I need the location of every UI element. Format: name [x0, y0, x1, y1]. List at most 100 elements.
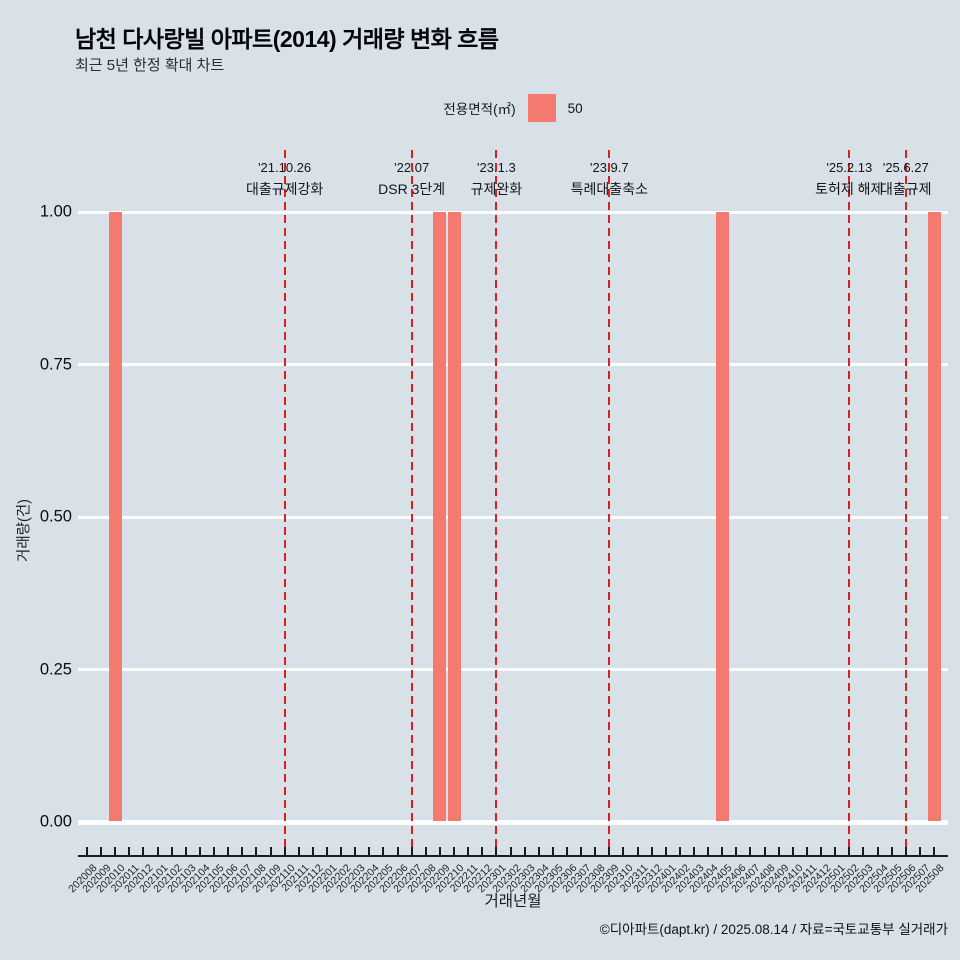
x-tick — [481, 847, 484, 855]
x-tick — [608, 847, 611, 855]
x-tick — [594, 847, 597, 855]
x-tick — [848, 847, 851, 855]
annotation-label: 특례대출축소 — [570, 181, 648, 197]
page-subtitle: 최근 5년 한정 확대 차트 — [75, 57, 225, 74]
x-tick — [396, 847, 399, 855]
x-tick — [622, 847, 625, 855]
x-tick — [142, 847, 145, 855]
annotation-label: DSR 3단계 — [378, 181, 446, 197]
legend-title: 전용면적(㎡) — [443, 102, 516, 117]
annotation-date: '25.2.13 — [826, 160, 873, 175]
x-tick — [325, 847, 328, 855]
x-tick — [382, 847, 385, 855]
x-tick — [551, 847, 554, 855]
x-tick — [255, 847, 258, 855]
x-axis-line — [78, 855, 948, 857]
x-tick — [438, 847, 441, 855]
x-tick — [834, 847, 837, 855]
annotation-line-202207 — [410, 150, 413, 855]
x-tick — [156, 847, 159, 855]
x-tick — [340, 847, 343, 855]
bar-202209 — [433, 212, 447, 821]
annotation-line-202506 — [904, 150, 907, 855]
x-tick — [467, 847, 470, 855]
x-tick — [664, 847, 667, 855]
annotation-line-202110 — [283, 150, 286, 855]
x-tick — [368, 847, 371, 855]
x-tick — [735, 847, 738, 855]
x-tick — [523, 847, 526, 855]
x-tick — [128, 847, 131, 855]
x-tick — [297, 847, 300, 855]
y-tick-label: 0.50 — [39, 507, 72, 526]
annotation-date: '21.10.26 — [258, 160, 312, 175]
y-tick-label: 0.00 — [39, 812, 72, 831]
x-tick — [495, 847, 498, 855]
annotation-label: 토허제 해제 — [815, 181, 884, 197]
annotation-label: 대출규제강화 — [245, 181, 324, 197]
x-tick — [721, 847, 724, 855]
x-tick — [241, 847, 244, 855]
x-tick — [580, 847, 583, 855]
x-tick — [170, 847, 173, 855]
y-tick-label: 0.25 — [39, 660, 72, 678]
bar-202405 — [715, 212, 729, 821]
x-tick — [354, 847, 357, 855]
footer-credit: ©디아파트(dapt.kr) / 2025.08.14 / 자료=국토교통부 실… — [599, 922, 948, 937]
x-tick — [933, 847, 935, 855]
x-tick — [424, 847, 427, 855]
x-tick — [749, 847, 752, 855]
gridline-y-0.00 — [78, 819, 948, 825]
x-tick — [100, 847, 103, 855]
gridline-y-0.25 — [78, 668, 948, 671]
x-tick — [509, 847, 512, 855]
page-title: 남천 다사랑빌 아파트(2014) 거래량 변화 흐름 — [75, 26, 499, 52]
x-tick — [693, 847, 696, 855]
x-tick — [777, 847, 780, 855]
y-tick-label: 1.00 — [39, 202, 72, 221]
gridline-y-0.50 — [78, 515, 948, 519]
x-tick — [453, 847, 456, 855]
x-tick — [678, 847, 681, 855]
x-tick — [311, 847, 314, 855]
annotation-date: '23.1.3 — [477, 160, 516, 175]
x-tick — [650, 847, 653, 855]
x-tick — [213, 847, 216, 855]
x-tick — [198, 847, 201, 855]
annotation-line-202309 — [608, 150, 611, 855]
x-tick — [410, 847, 413, 855]
annotation-label: 대출규제 — [880, 181, 932, 197]
x-tick — [918, 847, 921, 855]
y-axis-title: 거래량(건) — [16, 498, 33, 563]
y-tick-label: 0.75 — [39, 355, 72, 373]
x-tick — [904, 847, 907, 855]
x-tick — [636, 847, 639, 855]
x-tick — [269, 847, 272, 855]
x-tick — [791, 847, 794, 855]
annotation-line-202502 — [848, 150, 851, 855]
gridline-y-1.00 — [78, 210, 948, 214]
x-tick — [820, 847, 823, 855]
x-axis-title: 거래년월 — [484, 893, 542, 910]
x-tick — [763, 847, 766, 855]
legend-item-label: 50 — [567, 100, 583, 116]
x-tick — [876, 847, 879, 855]
gridline-y-0.75 — [78, 363, 948, 366]
x-tick — [890, 847, 893, 855]
bar-202010 — [108, 212, 122, 821]
chart-legend: 전용면적(㎡) 50 — [78, 93, 948, 123]
x-tick — [227, 847, 230, 855]
annotation-label: 규제완화 — [470, 181, 523, 197]
annotation-date: '23.9.7 — [589, 160, 629, 175]
x-tick — [565, 847, 568, 855]
x-tick — [707, 847, 710, 855]
x-tick — [805, 847, 808, 855]
x-tick — [184, 847, 187, 855]
legend-swatch — [527, 94, 556, 122]
x-tick — [862, 847, 865, 855]
annotation-date: '25.6.27 — [882, 160, 929, 175]
annotation-date: '22.07 — [394, 160, 430, 175]
x-tick — [537, 847, 540, 855]
annotation-line-202301 — [495, 150, 498, 855]
